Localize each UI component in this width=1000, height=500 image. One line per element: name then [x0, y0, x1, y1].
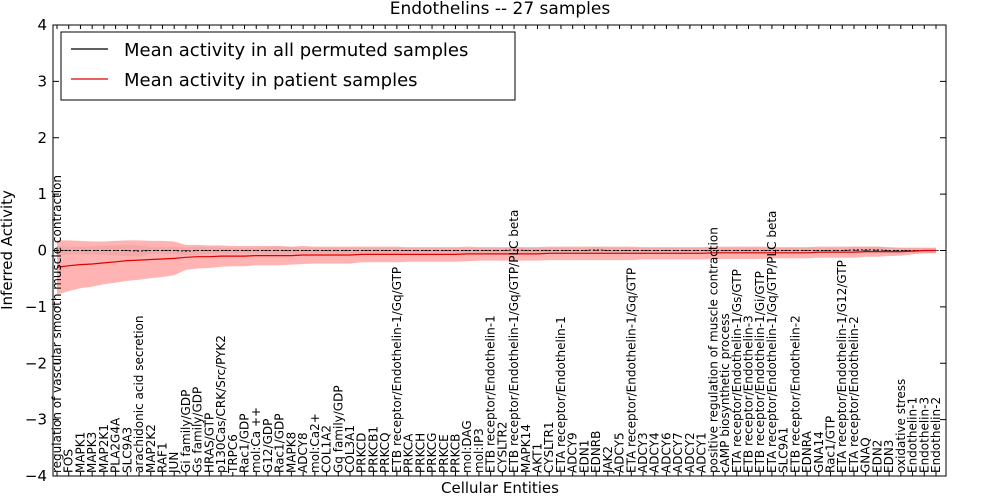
entity-label: ADCY6 — [659, 432, 673, 473]
entity-label: MAP2K1 — [97, 424, 111, 473]
entity-label: EDN2 — [870, 440, 884, 473]
entity-label: ETA receptor/Endothelin-1/G12/GTP — [835, 260, 849, 473]
entity-label: G12/GDP — [261, 419, 275, 473]
entity-label: TRPC6 — [226, 434, 240, 474]
entity-label: PRKCA — [402, 433, 416, 473]
y-tick-label: 4 — [37, 16, 47, 34]
entity-label: oxidative stress — [894, 379, 908, 473]
patient-band — [57, 240, 936, 295]
entity-label: ETA receptor/Endothelin-1/Gs/GTP — [730, 269, 744, 473]
entity-label: PRKCB1 — [366, 426, 380, 473]
patient-line — [56, 249, 936, 268]
plot-area: −4 −3 −2 −1 0 1 2 3 4 regulation of vascular smoo… — [25, 16, 947, 485]
entity-label: MAP2K2 — [144, 424, 158, 473]
entity-label: mol:IP3 — [472, 428, 486, 473]
legend: Mean activity in all permuted samples Me… — [60, 31, 516, 101]
entity-label: cAMP biosynthetic process — [718, 313, 732, 473]
entity-label: MAPK14 — [519, 424, 533, 473]
entity-label: mol:Ca ++ — [249, 407, 263, 473]
entity-label: mol:DAG — [460, 420, 474, 473]
entity-label: GNAQ — [859, 437, 873, 473]
entity-label: ETA receptor/Endothelin-1/Gq/GTP — [624, 268, 638, 473]
entity-label: ETB receptor/Endothelin-1/Gq/GTP/PLC bet… — [507, 210, 521, 473]
entity-label: Rac1/GDP — [238, 414, 252, 473]
y-tick-label: 1 — [37, 185, 47, 203]
entity-label: Gs family/GDP — [191, 387, 205, 473]
entity-label: ETB receptor/Endothelin-1 — [484, 315, 498, 473]
y-tick-label: 0 — [37, 242, 47, 260]
entity-label: EDNRA — [800, 430, 814, 473]
entity-label: Endothelin-2 — [929, 397, 943, 473]
entity-label: GNA14 — [812, 431, 826, 473]
entity-label: ADCY5 — [613, 432, 627, 473]
entity-label: PRKCG — [425, 433, 439, 473]
entity-label: PRKCQ — [378, 432, 392, 473]
chart-title: Endothelins -- 27 samples — [390, 0, 611, 19]
entity-label: ADCY4 — [648, 432, 662, 473]
entity-label: ETA receptor/Endothelin-1 — [554, 316, 568, 473]
entity-label: FOS — [62, 449, 76, 473]
entity-label: PRKCD — [355, 433, 369, 473]
x-axis-label: Cellular Entities — [441, 479, 559, 497]
entity-label: ETB receptor/Endothelin-3 — [742, 315, 756, 473]
legend-label-permuted: Mean activity in all permuted samples — [124, 40, 468, 61]
entity-label: Rac1/GDP — [273, 414, 287, 473]
entity-label: Rac1/GTP — [824, 416, 838, 473]
entity-label: ADCY7 — [671, 432, 685, 473]
entity-label: HRAS/GTP — [202, 413, 216, 473]
y-tick-label: −1 — [25, 298, 47, 316]
entity-label: ADCY9 — [566, 432, 580, 473]
entity-label: ADCY1 — [695, 432, 709, 473]
legend-label-patient: Mean activity in patient samples — [124, 70, 418, 91]
entity-label: MAPK3 — [85, 432, 99, 473]
y-axis-label: Inferred Activity — [0, 190, 16, 310]
entity-label: ADCY8 — [296, 432, 310, 473]
y-tick-label: 3 — [37, 72, 47, 90]
entity-label: EDN3 — [882, 440, 896, 473]
entity-label: CYSLTR2 — [495, 422, 509, 473]
entity-label: ETB receptor/Endothelin-1/Gq/GTP — [390, 267, 404, 473]
y-tick-label: −2 — [25, 354, 47, 372]
entity-label: COL3A1 — [343, 425, 357, 473]
entity-label: arachidonic acid secretion — [132, 316, 146, 473]
entity-label: EDNRB — [589, 431, 603, 473]
entity-label: MAPK8 — [284, 432, 298, 473]
entity-label: ETB receptor/Endothelin-1/Gi/GTP — [753, 271, 767, 473]
entity-label: MAPK1 — [73, 432, 87, 473]
entity-label: regulation of vascular smooth muscle con… — [50, 175, 64, 473]
entity-label: AKT1 — [531, 443, 545, 473]
entity-label: SLC9A3 — [120, 427, 134, 473]
entity-label: p130Cas/CRK/Src/PYK2 — [214, 335, 228, 473]
entity-label: positive regulation of muscle contractio… — [706, 227, 720, 473]
entity-label: ADCY2 — [683, 432, 697, 473]
entity-label: Gq family/GDP — [331, 385, 345, 473]
entity-label: Endothelin-1 — [906, 397, 920, 473]
entity-label: PLA2G4A — [109, 417, 123, 473]
entity-label: Gi family/GDP — [179, 390, 193, 473]
entity-label: Endothelin-3 — [917, 397, 931, 473]
entity-label: PRKCE — [437, 434, 451, 473]
entity-label: ADCY3 — [636, 432, 650, 473]
entity-label: JUN — [167, 452, 181, 474]
entity-label: ETB receptor/Endothelin-2 — [788, 315, 802, 473]
entity-label: JAK2 — [601, 446, 615, 474]
entity-label: mol:Ca2+ — [308, 413, 322, 473]
entity-label: SLC9A1 — [777, 427, 791, 473]
entity-label: PRKCH — [413, 433, 427, 473]
entity-label: EDN1 — [577, 440, 591, 473]
y-tick-label: −3 — [25, 411, 47, 429]
entity-label: COL1A2 — [320, 425, 334, 473]
permuted-line — [57, 249, 936, 252]
y-tick-label: −4 — [25, 467, 47, 485]
y-tick-label: 2 — [37, 129, 47, 147]
entity-label: RAF1 — [156, 442, 170, 473]
entity-label: ETA receptor/Endothelin-2 — [847, 316, 861, 473]
entity-label: PRKCB — [449, 434, 463, 473]
entity-label: ETA receptor/Endothelin-1/Gq/GTP/PLC bet… — [765, 211, 779, 473]
entity-label: CYSLTR1 — [542, 422, 556, 473]
